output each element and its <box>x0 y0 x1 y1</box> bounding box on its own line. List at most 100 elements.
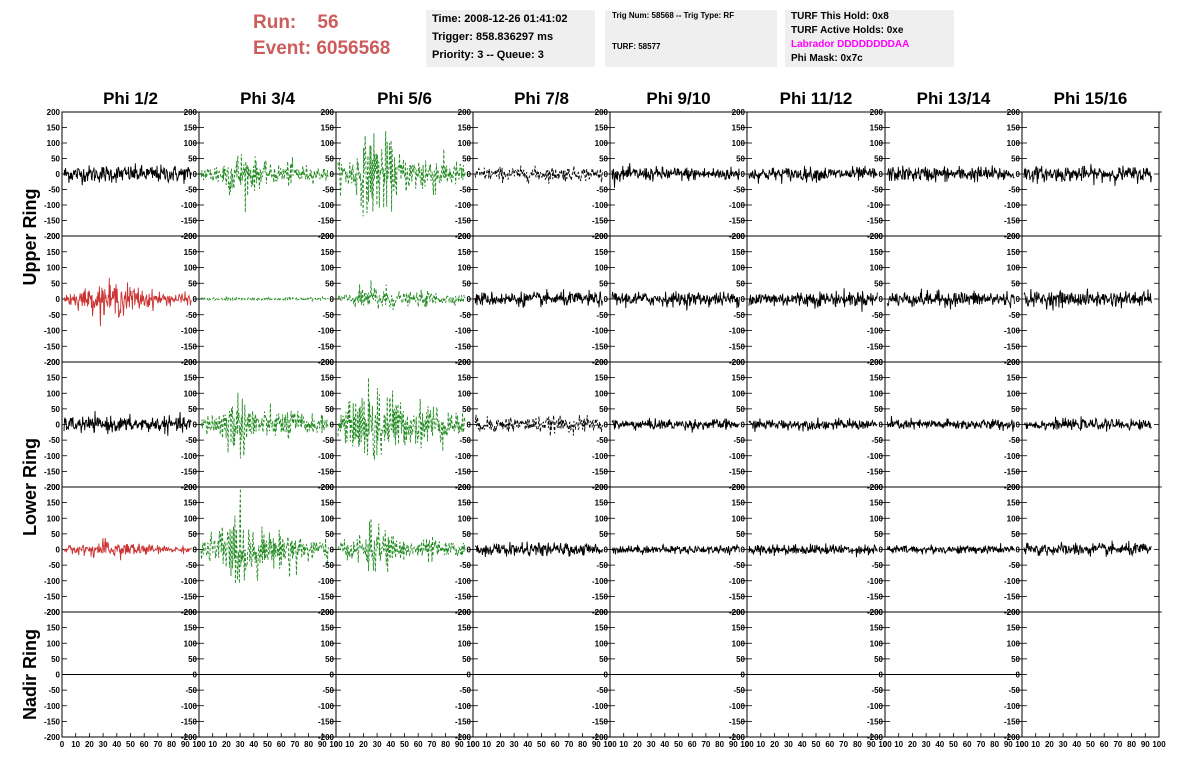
y-tick-label: -150 <box>44 592 61 601</box>
labrador-status: Labrador DDDDDDDDAA <box>791 39 910 50</box>
y-tick-label: 50 <box>736 655 745 664</box>
y-tick-label: 150 <box>595 248 609 257</box>
y-tick-label: 200 <box>732 358 746 367</box>
waveform-trace <box>474 541 603 558</box>
x-tick-label: 20 <box>85 740 94 749</box>
y-tick-label: -150 <box>729 592 746 601</box>
y-tick-label: -50 <box>459 686 471 695</box>
waveform-trace <box>474 414 603 437</box>
y-tick-label: 0 <box>467 671 472 680</box>
y-tick-label: -50 <box>185 436 197 445</box>
y-tick-label: 50 <box>1011 530 1020 539</box>
y-tick-label: 150 <box>458 248 472 257</box>
y-tick-label: -150 <box>867 217 884 226</box>
y-tick-label: 0 <box>56 170 61 179</box>
y-tick-label: 200 <box>595 483 609 492</box>
y-tick-label: -150 <box>455 467 472 476</box>
y-tick-label: 50 <box>325 155 334 164</box>
y-tick-label: 100 <box>321 514 335 523</box>
y-tick-label: -200 <box>44 483 61 492</box>
y-tick-label: 100 <box>321 389 335 398</box>
y-tick-label: -150 <box>455 217 472 226</box>
y-tick-label: 200 <box>732 483 746 492</box>
waveform-trace <box>887 415 1015 432</box>
y-tick-label: -100 <box>181 327 198 336</box>
y-tick-label: 50 <box>188 155 197 164</box>
y-tick-label: -50 <box>733 686 745 695</box>
y-tick-label: -100 <box>318 702 335 711</box>
y-tick-label: -150 <box>1004 217 1021 226</box>
y-tick-label: 200 <box>321 108 335 117</box>
header: Run: 56 Event: 6056568 Time: 2008-12-26 … <box>0 0 1196 80</box>
y-tick-label: 100 <box>595 389 609 398</box>
trig-num-text: Trig Num: 58568 -- Trig Type: RF <box>612 11 735 20</box>
waveform-trace <box>200 392 329 459</box>
y-tick-label: -150 <box>44 717 61 726</box>
y-tick-label: 0 <box>741 671 746 680</box>
y-tick-label: -100 <box>1004 201 1021 210</box>
y-tick-label: 200 <box>458 608 472 617</box>
turf-status-panel: TURF This Hold: 0x8 TURF Active Holds: 0… <box>785 10 954 67</box>
x-tick-label: 0 <box>197 740 202 749</box>
y-tick-label: 150 <box>321 624 335 633</box>
y-tick-label: 100 <box>184 639 198 648</box>
y-tick-label: -100 <box>867 452 884 461</box>
x-tick-label: 100 <box>466 740 480 749</box>
x-tick-label: 0 <box>1020 740 1025 749</box>
y-tick-label: -50 <box>48 686 60 695</box>
x-tick-label: 10 <box>71 740 80 749</box>
y-tick-label: -50 <box>48 186 60 195</box>
waveform-trace <box>200 295 329 303</box>
x-tick-label: 40 <box>660 740 669 749</box>
y-tick-label: 100 <box>321 639 335 648</box>
y-tick-label: 150 <box>184 624 198 633</box>
y-tick-label: -50 <box>185 686 197 695</box>
y-tick-label: -200 <box>1004 733 1021 742</box>
y-tick-label: 200 <box>1007 232 1021 241</box>
y-tick-label: 50 <box>188 655 197 664</box>
y-tick-label: 0 <box>879 546 884 555</box>
x-tick-label: 40 <box>1072 740 1081 749</box>
y-tick-label: 100 <box>732 389 746 398</box>
y-tick-label: -100 <box>1004 452 1021 461</box>
x-tick-label: 70 <box>153 740 162 749</box>
y-tick-label: 150 <box>321 499 335 508</box>
turf-active-holds: TURF Active Holds: 0xe <box>791 25 904 36</box>
y-tick-label: 200 <box>1007 483 1021 492</box>
y-tick-label: 200 <box>458 108 472 117</box>
y-tick-label: 0 <box>741 170 746 179</box>
y-tick-label: 200 <box>1007 108 1021 117</box>
y-tick-label: 0 <box>193 295 198 304</box>
y-tick-label: 150 <box>732 248 746 257</box>
y-tick-label: 150 <box>1007 499 1021 508</box>
x-tick-label: 60 <box>688 740 697 749</box>
y-tick-label: -50 <box>459 186 471 195</box>
y-tick-label: -50 <box>1008 686 1020 695</box>
x-tick-label: 80 <box>304 740 313 749</box>
y-tick-label: 100 <box>47 514 61 523</box>
x-tick-label: 90 <box>181 740 190 749</box>
x-tick-label: 90 <box>1004 740 1013 749</box>
y-tick-label: -100 <box>592 201 609 210</box>
y-tick-label: 0 <box>467 546 472 555</box>
x-tick-label: 30 <box>1059 740 1068 749</box>
y-tick-label: 0 <box>741 421 746 430</box>
y-tick-label: 50 <box>188 279 197 288</box>
y-tick-label: -150 <box>318 717 335 726</box>
y-tick-label: -50 <box>459 311 471 320</box>
y-tick-label: -100 <box>318 452 335 461</box>
y-tick-label: -50 <box>596 436 608 445</box>
y-tick-label: -200 <box>181 733 198 742</box>
phi-header: Phi 5/6 <box>377 89 432 108</box>
x-tick-label: 70 <box>839 740 848 749</box>
y-tick-label: -100 <box>867 702 884 711</box>
y-tick-label: -150 <box>318 342 335 351</box>
y-tick-label: -100 <box>181 702 198 711</box>
y-tick-label: 100 <box>47 389 61 398</box>
waveform-trace <box>1023 164 1152 186</box>
y-tick-label: 200 <box>1007 608 1021 617</box>
ring-label-lower: Lower Ring <box>20 438 40 536</box>
phi-header: Phi 15/16 <box>1054 89 1128 108</box>
y-tick-label: 200 <box>732 232 746 241</box>
waveform-trace <box>474 165 603 185</box>
